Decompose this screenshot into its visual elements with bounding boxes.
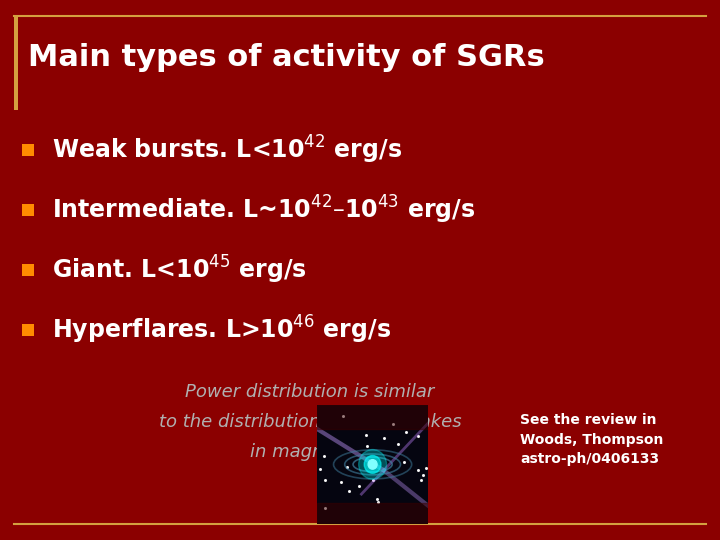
Point (343, 487, 355, 495)
Point (413, 465, 424, 474)
Point (319, 475, 330, 484)
Bar (22, 144, 34, 156)
Text: to the distribution of earthquakes: to the distribution of earthquakes (158, 413, 462, 431)
Point (335, 477, 346, 486)
Point (320, 504, 331, 512)
Bar (22, 204, 34, 216)
Text: Weak bursts. L<10$^{42}$ erg/s: Weak bursts. L<10$^{42}$ erg/s (52, 134, 402, 166)
Point (378, 434, 390, 443)
Point (401, 428, 413, 437)
Point (398, 457, 410, 466)
Bar (317, 405, 428, 429)
Point (314, 465, 325, 474)
Point (371, 495, 382, 504)
Point (360, 430, 372, 439)
Point (367, 461, 379, 470)
Text: Intermediate. L~10$^{42}$–10$^{43}$ erg/s: Intermediate. L~10$^{42}$–10$^{43}$ erg/… (52, 194, 475, 226)
Point (392, 440, 403, 449)
Point (372, 498, 384, 507)
Point (337, 412, 348, 421)
Ellipse shape (368, 460, 377, 469)
Point (415, 476, 426, 484)
Point (318, 451, 330, 460)
Point (387, 420, 398, 429)
Text: Hyperflares. L>10$^{46}$ erg/s: Hyperflares. L>10$^{46}$ erg/s (52, 314, 391, 346)
Bar (22, 324, 34, 336)
Point (366, 476, 378, 485)
Point (413, 431, 424, 440)
Text: Main types of activity of SGRs: Main types of activity of SGRs (28, 43, 545, 71)
Ellipse shape (359, 449, 387, 480)
Point (420, 464, 432, 472)
Text: Giant. L<10$^{45}$ erg/s: Giant. L<10$^{45}$ erg/s (52, 254, 307, 286)
Bar (317, 503, 428, 524)
Text: See the review in
Woods, Thompson
astro-ph/0406133: See the review in Woods, Thompson astro-… (520, 414, 663, 467)
Point (354, 482, 365, 491)
Point (341, 463, 353, 471)
Ellipse shape (364, 456, 381, 473)
Text: Power distribution is similar: Power distribution is similar (185, 383, 435, 401)
Bar (22, 264, 34, 276)
Text: in magnitude: in magnitude (251, 443, 369, 461)
Bar (14, 15, 18, 110)
Point (417, 470, 428, 479)
Point (361, 441, 373, 450)
